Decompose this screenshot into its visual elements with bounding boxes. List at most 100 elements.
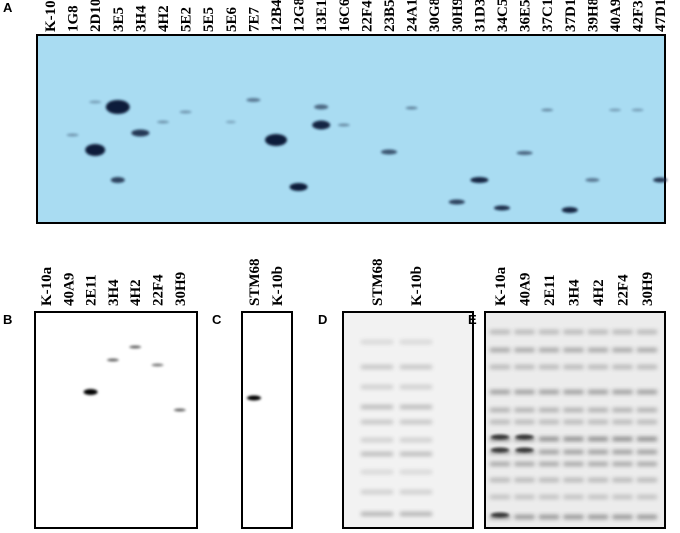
lane-label: 40A9 xyxy=(518,273,534,306)
lane-label: 3E5 xyxy=(111,7,127,32)
band xyxy=(490,462,510,466)
lane-label: STM68 xyxy=(370,258,386,306)
lane-label: K-10b xyxy=(409,266,425,306)
band xyxy=(66,133,79,137)
band xyxy=(612,390,633,394)
lane-label: 39H8 xyxy=(585,0,601,32)
band xyxy=(337,123,350,127)
lane-label: K-10a xyxy=(39,266,55,306)
band xyxy=(539,330,559,334)
blot-b xyxy=(34,311,198,529)
lane-label: 22F4 xyxy=(359,0,375,32)
lane-label: K-10a xyxy=(43,0,59,32)
band xyxy=(448,199,465,205)
band xyxy=(491,447,509,453)
lane-label: 23B5 xyxy=(382,0,398,32)
band xyxy=(612,437,633,441)
band xyxy=(490,390,510,394)
band xyxy=(400,512,432,516)
band xyxy=(314,104,329,110)
lane-label: 37C12 xyxy=(540,0,556,32)
band xyxy=(361,512,393,516)
band xyxy=(588,437,608,441)
band xyxy=(400,438,432,442)
band xyxy=(400,405,432,409)
band xyxy=(289,183,308,191)
band xyxy=(588,462,608,466)
band xyxy=(157,120,169,124)
lane-label: 7E7 xyxy=(246,6,262,32)
blot-c xyxy=(241,311,293,529)
blot-a xyxy=(36,34,666,224)
lane-label: 2E11 xyxy=(84,274,100,306)
band xyxy=(588,348,608,352)
band xyxy=(514,420,535,424)
band xyxy=(400,490,432,494)
band xyxy=(612,330,633,334)
lane-label: 5E5 xyxy=(201,7,217,32)
lane-label: 40A9 xyxy=(61,273,77,306)
lane-label: 3H4 xyxy=(106,279,122,306)
lane-label: K-10b xyxy=(270,266,286,306)
band xyxy=(588,330,608,334)
lane-label: 34C5 xyxy=(495,0,511,32)
band xyxy=(653,177,668,183)
band xyxy=(361,490,393,494)
lane-label: 12G8 xyxy=(292,0,308,32)
band xyxy=(637,420,657,424)
band xyxy=(400,385,432,389)
band xyxy=(265,134,287,146)
band xyxy=(637,450,657,454)
band xyxy=(563,330,584,334)
lane-label: 42F3 xyxy=(631,0,647,32)
band xyxy=(539,515,559,519)
lane-label: 2D10 xyxy=(88,0,104,32)
band xyxy=(563,348,584,352)
band xyxy=(563,495,584,499)
band xyxy=(491,512,509,518)
lane-label: 22F4 xyxy=(616,274,632,306)
band xyxy=(490,365,510,369)
band xyxy=(173,408,186,412)
band xyxy=(247,395,261,401)
band xyxy=(312,120,331,130)
band xyxy=(637,437,657,441)
band xyxy=(563,437,584,441)
band xyxy=(106,358,119,362)
band xyxy=(490,495,510,499)
band xyxy=(514,365,535,369)
band xyxy=(612,450,633,454)
band xyxy=(612,365,633,369)
band xyxy=(515,447,534,453)
band xyxy=(83,389,98,395)
band xyxy=(361,405,393,409)
lane-label: 1G8 xyxy=(66,5,82,32)
band xyxy=(361,340,393,344)
band xyxy=(400,365,432,369)
band xyxy=(612,348,633,352)
band xyxy=(563,515,584,519)
band xyxy=(514,478,535,482)
band xyxy=(246,98,261,102)
band xyxy=(490,330,510,334)
band xyxy=(637,495,657,499)
band xyxy=(637,515,657,519)
band xyxy=(631,108,644,112)
lane-label: 4H2 xyxy=(591,279,607,306)
band xyxy=(490,408,510,412)
band xyxy=(563,462,584,466)
band xyxy=(516,151,533,155)
band xyxy=(470,177,489,183)
band xyxy=(588,450,608,454)
lane-label: 30H9 xyxy=(640,272,656,306)
band xyxy=(612,495,633,499)
band xyxy=(563,408,584,412)
band xyxy=(361,452,393,456)
lane-label: 37D1 xyxy=(563,0,579,32)
lane-label: 22F4 xyxy=(151,274,167,306)
band xyxy=(585,178,600,182)
lane-label: 36E5 xyxy=(518,0,534,32)
lane-label: 4H2 xyxy=(128,279,144,306)
band xyxy=(85,144,106,156)
band xyxy=(514,515,535,519)
